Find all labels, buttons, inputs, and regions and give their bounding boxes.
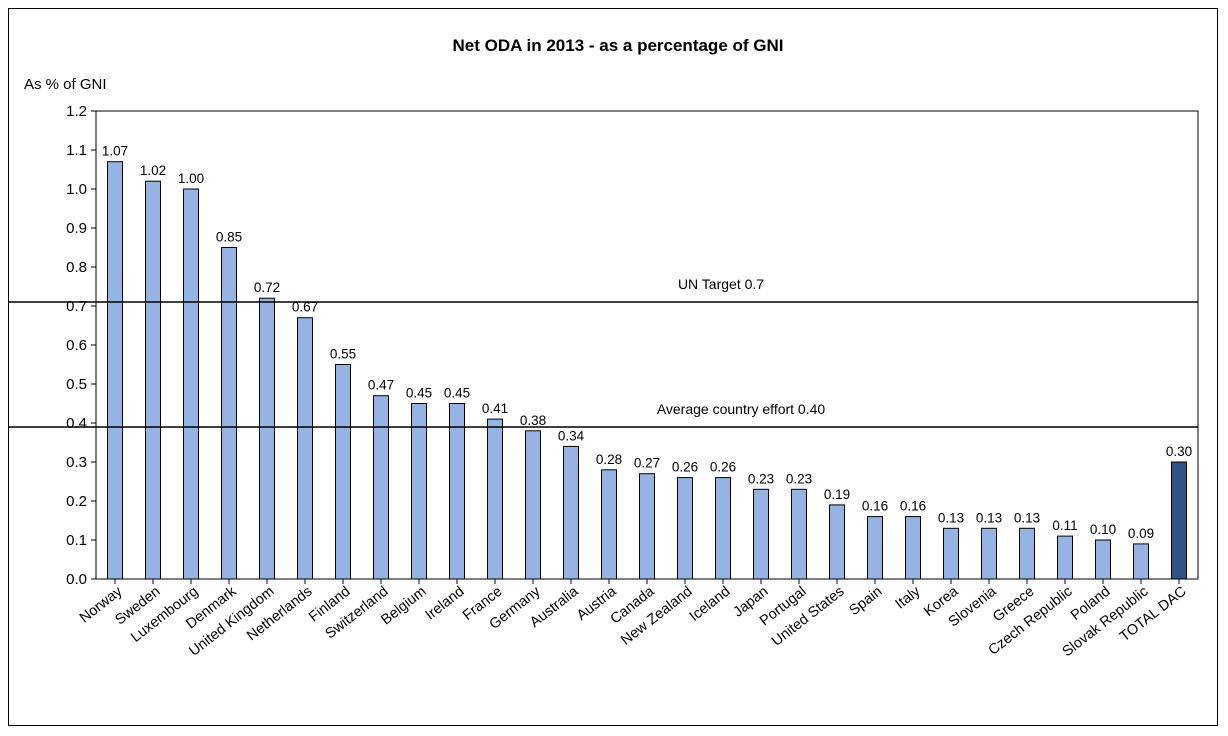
data-label: 1.02 xyxy=(140,163,166,178)
bar xyxy=(525,430,541,580)
bar xyxy=(221,247,237,580)
bar xyxy=(715,477,731,580)
chart: Net ODA in 2013 - as a percentage of GNI… xyxy=(9,36,1199,660)
data-label: 0.13 xyxy=(976,510,1002,525)
data-label: 1.07 xyxy=(102,144,128,159)
bar xyxy=(677,477,693,580)
bar xyxy=(373,395,389,580)
bar xyxy=(411,403,427,580)
chart-frame: Net ODA in 2013 - as a percentage of GNI… xyxy=(8,8,1218,726)
data-label: 0.45 xyxy=(406,386,432,401)
data-label: 0.13 xyxy=(1014,510,1040,525)
data-label: 0.67 xyxy=(292,300,318,315)
bar xyxy=(981,527,997,580)
y-tick-label: 0.1 xyxy=(66,532,87,549)
y-tick-label: 1.1 xyxy=(66,142,87,159)
bar xyxy=(639,473,655,580)
y-tick-label: 1.2 xyxy=(66,103,87,120)
data-label: 0.16 xyxy=(900,499,926,514)
data-label: 0.23 xyxy=(786,471,812,486)
bar xyxy=(183,188,199,580)
y-tick-label: 0.3 xyxy=(66,454,87,471)
y-axis-label: As % of GNI xyxy=(24,76,107,93)
bar xyxy=(1133,543,1149,580)
data-label: 0.55 xyxy=(330,347,356,362)
bar xyxy=(829,504,845,580)
bar xyxy=(753,488,769,580)
y-tick-label: 1.0 xyxy=(66,181,87,198)
plot-area: 0.0 0.1 0.2 0.3 0.4 0.5 0.6 0.7 0.8 0.9 1.0 1.1 1.2 1… xyxy=(9,103,1199,660)
bar xyxy=(487,418,503,580)
y-tick-label: 0.4 xyxy=(66,415,87,432)
data-label: 0.13 xyxy=(938,510,964,525)
bar xyxy=(943,527,959,580)
y-tick-label: 0.9 xyxy=(66,220,87,237)
y-tick-label: 0.6 xyxy=(66,337,87,354)
bar xyxy=(867,516,883,580)
data-label: 0.45 xyxy=(444,386,470,401)
data-label: 0.30 xyxy=(1166,444,1192,459)
y-tick-label: 0.8 xyxy=(66,259,87,276)
bar xyxy=(563,445,579,580)
data-label: 0.23 xyxy=(748,471,774,486)
bar xyxy=(1171,461,1187,580)
data-label: 0.72 xyxy=(254,280,280,295)
bar xyxy=(335,364,351,580)
data-label: 0.26 xyxy=(672,460,698,475)
reference-line-label: Average country effort 0.40 xyxy=(657,401,826,417)
data-label: 0.27 xyxy=(634,456,660,471)
bar xyxy=(601,469,617,580)
reference-line-label: UN Target 0.7 xyxy=(678,276,764,292)
data-label: 0.19 xyxy=(824,487,850,502)
bar xyxy=(1057,535,1073,580)
data-label: 0.10 xyxy=(1090,522,1116,537)
bar xyxy=(449,403,465,580)
y-tick-label: 0.5 xyxy=(66,376,87,393)
y-tick-label: 0.2 xyxy=(66,493,87,510)
bar xyxy=(791,488,807,580)
chart-title: Net ODA in 2013 - as a percentage of GNI xyxy=(453,36,784,55)
bar xyxy=(259,297,275,580)
category-label: Italy xyxy=(893,583,924,612)
data-label: 0.11 xyxy=(1052,518,1077,533)
y-tick-label: 0.0 xyxy=(66,571,87,588)
data-label: 0.34 xyxy=(558,428,585,443)
category-label: Spain xyxy=(846,584,885,619)
data-label: 0.47 xyxy=(368,378,394,393)
bar xyxy=(905,516,921,580)
bar xyxy=(297,317,313,580)
data-label: 0.41 xyxy=(482,401,508,416)
data-label: 0.09 xyxy=(1128,526,1154,541)
bar xyxy=(1095,539,1111,580)
data-label: 0.38 xyxy=(520,413,546,428)
data-label: 0.28 xyxy=(596,452,622,467)
data-label: 0.16 xyxy=(862,499,888,514)
bar xyxy=(1019,527,1035,580)
y-tick-label: 0.7 xyxy=(66,298,87,315)
data-label: 0.85 xyxy=(216,230,242,245)
category-label: Iceland xyxy=(687,584,734,625)
bar xyxy=(145,180,161,580)
bar xyxy=(107,161,123,580)
data-label: 0.26 xyxy=(710,460,736,475)
category-label: Ireland xyxy=(423,584,468,624)
data-label: 1.00 xyxy=(178,171,204,186)
